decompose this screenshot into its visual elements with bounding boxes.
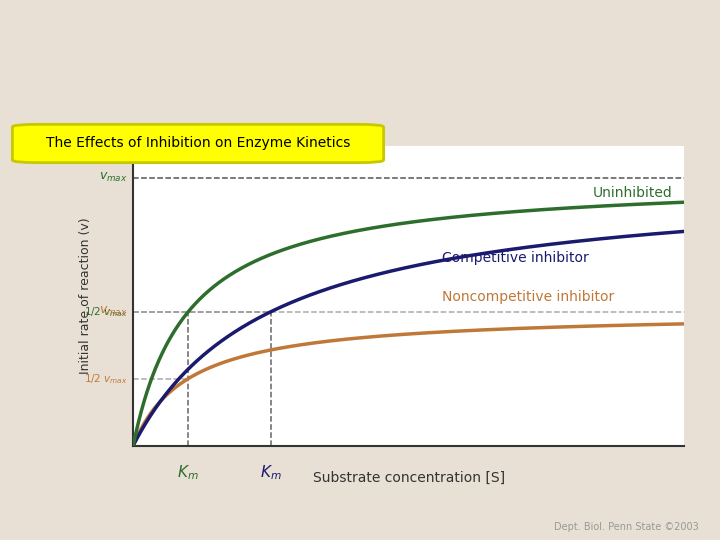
Text: $\mathit{K}_m$: $\mathit{K}_m$ xyxy=(177,463,199,482)
FancyBboxPatch shape xyxy=(12,124,384,163)
Text: $\mathit{v}_{max}$: $\mathit{v}_{max}$ xyxy=(99,171,127,185)
Y-axis label: Initial rate of reaction (v): Initial rate of reaction (v) xyxy=(78,217,91,374)
Text: Dept. Biol. Penn State ©2003: Dept. Biol. Penn State ©2003 xyxy=(554,522,698,532)
Text: $1/2\ \mathit{v}_{max}$: $1/2\ \mathit{v}_{max}$ xyxy=(84,305,127,319)
Text: $\mathit{v}_{max}$: $\mathit{v}_{max}$ xyxy=(99,305,127,318)
Text: $\mathit{K}_m$: $\mathit{K}_m$ xyxy=(260,463,282,482)
X-axis label: Substrate concentration [S]: Substrate concentration [S] xyxy=(312,470,505,484)
Text: $1/2\ \mathit{v}_{max}$: $1/2\ \mathit{v}_{max}$ xyxy=(84,372,127,386)
Text: Competitive inhibitor: Competitive inhibitor xyxy=(441,251,588,265)
Text: The Effects of Inhibition on Enzyme Kinetics: The Effects of Inhibition on Enzyme Kine… xyxy=(46,137,350,151)
Text: Noncompetitive inhibitor: Noncompetitive inhibitor xyxy=(441,289,614,303)
Text: Uninhibited: Uninhibited xyxy=(593,186,673,200)
